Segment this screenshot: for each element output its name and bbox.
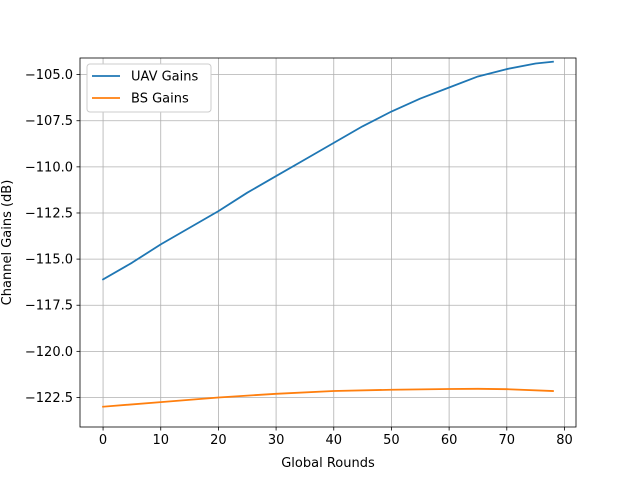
y-axis-label: Channel Gains (dB) (0, 180, 15, 306)
legend-label-uav: UAV Gains (131, 70, 198, 85)
y-tick-label: −107.5 (25, 114, 73, 129)
plot-lines (101, 60, 554, 408)
x-tick-label: 60 (441, 433, 458, 448)
y-tick-label: −117.5 (25, 299, 73, 314)
y-tick-label: −120.0 (25, 345, 73, 360)
y-tick-label: −112.5 (25, 206, 73, 221)
x-tick-label: 20 (210, 433, 227, 448)
y-tick-label: −110.0 (25, 160, 73, 175)
y-tick-label: −122.5 (25, 391, 73, 406)
y-tick-label: −105.0 (25, 68, 73, 83)
x-tick-label: 80 (556, 433, 573, 448)
legend: UAV Gains BS Gains (86, 63, 212, 113)
legend-label-bs: BS Gains (131, 92, 189, 107)
series-line-uav-gains (101, 60, 554, 281)
series-line-bs-gains (102, 387, 554, 408)
axis-ticks: 0 10 20 30 40 50 60 70 80 −122.5 −120.0 −117.5 −115.… (25, 68, 573, 448)
grid (80, 58, 576, 427)
plot-frame (79, 57, 577, 428)
x-tick-label: 10 (152, 433, 169, 448)
x-axis-label: Global Rounds (281, 456, 375, 471)
x-tick-label: 50 (383, 433, 400, 448)
x-tick-label: 40 (325, 433, 342, 448)
x-tick-label: 0 (99, 433, 107, 448)
x-tick-label: 70 (499, 433, 516, 448)
x-tick-label: 30 (268, 433, 285, 448)
y-tick-label: −115.0 (25, 253, 73, 268)
